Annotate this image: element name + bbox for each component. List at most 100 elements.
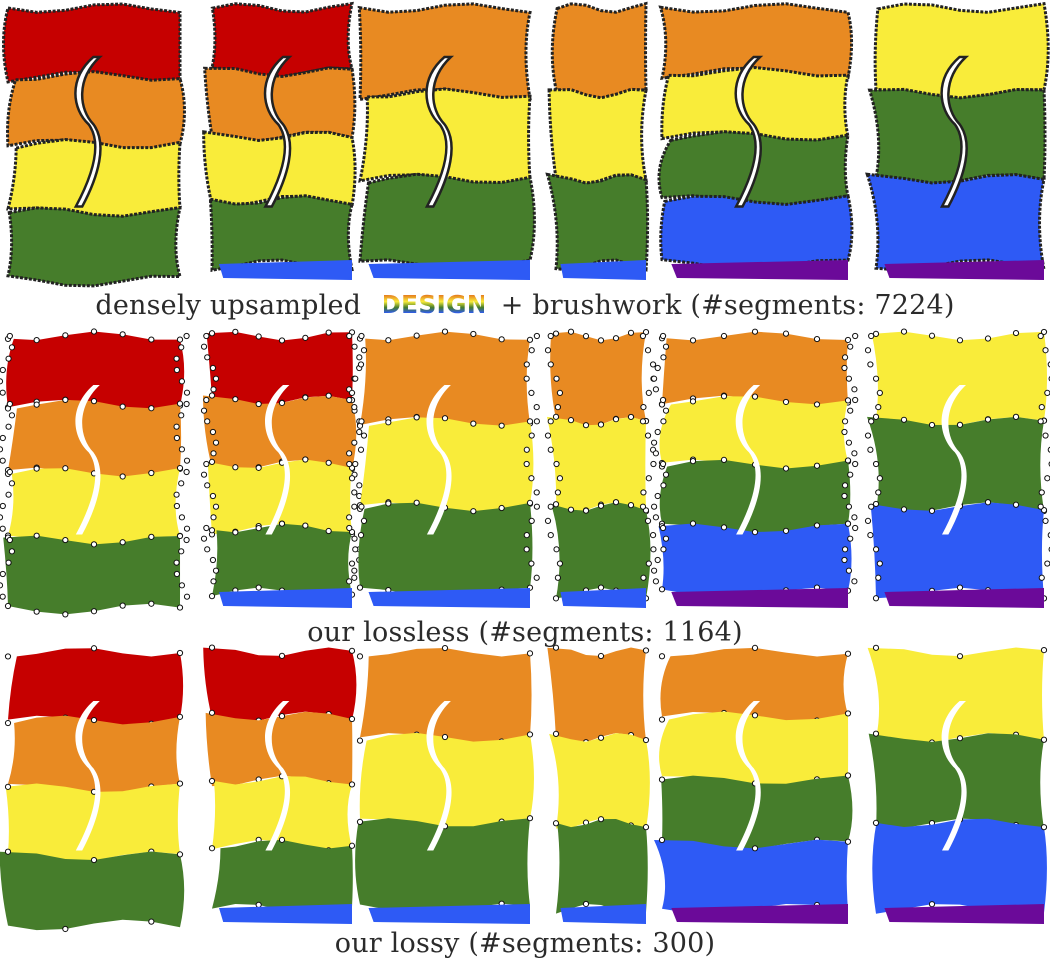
curve-vertex-marker	[662, 343, 670, 350]
curve-vertex-marker	[302, 394, 309, 401]
letter-counter-slit	[939, 55, 970, 208]
row-densely-upsampled	[2, 1, 1050, 288]
curve-vertex-marker	[928, 421, 936, 429]
curve-vertex-marker	[553, 460, 560, 468]
curve-vertex-marker	[876, 475, 883, 482]
curve-vertex-marker	[357, 532, 365, 539]
curve-vertex-marker	[612, 335, 620, 342]
curve-vertex-marker	[325, 392, 332, 399]
curve-vertex-marker	[640, 489, 647, 496]
letter-counter-slit	[734, 55, 764, 208]
curve-vertex-marker	[649, 361, 657, 368]
color-band-red	[2, 2, 182, 84]
letter-glyph-6	[865, 1, 1050, 280]
curve-vertex-marker	[356, 737, 364, 744]
curve-vertex-marker	[533, 332, 540, 340]
curve-vertex-marker	[232, 529, 239, 536]
color-band-orange	[360, 648, 532, 744]
curve-vertex-marker	[650, 439, 658, 446]
curve-vertex-marker	[178, 344, 185, 351]
curve-vertex-marker	[928, 332, 936, 339]
curve-vertex-marker	[852, 332, 859, 340]
color-band-blue	[219, 588, 352, 608]
curve-vertex-marker	[872, 595, 880, 602]
curve-vertex-marker	[62, 611, 69, 618]
curve-vertex-marker	[582, 422, 590, 429]
letter-counter-slit	[735, 700, 761, 851]
color-band-orange	[550, 1, 648, 101]
curve-vertex-marker	[255, 525, 262, 532]
color-band-orange	[547, 647, 646, 744]
curve-vertex-marker	[649, 532, 657, 539]
curve-vertex-marker	[523, 361, 530, 368]
curve-vertex-marker	[552, 413, 560, 420]
curve-vertex-marker	[1038, 404, 1045, 411]
curve-vertex-marker	[864, 347, 872, 354]
curve-vertex-marker	[872, 375, 880, 382]
curve-vertex-marker	[528, 389, 535, 396]
curve-vertex-marker	[659, 524, 667, 532]
curve-vertex-marker	[212, 439, 220, 446]
curve-vertex-marker	[178, 412, 185, 419]
curve-vertex-marker	[612, 416, 620, 423]
curve-vertex-marker	[203, 332, 210, 340]
curve-vertex-marker	[351, 535, 358, 542]
curve-vertex-marker	[689, 458, 697, 465]
curve-vertex-marker	[4, 783, 12, 790]
curve-vertex-marker	[547, 503, 554, 510]
curve-vertex-marker	[662, 471, 670, 478]
curve-vertex-marker	[556, 560, 564, 567]
curve-vertex-marker	[556, 475, 564, 482]
curve-vertex-marker	[553, 546, 560, 553]
curve-vertex-marker	[356, 428, 363, 436]
curve-vertex-marker	[441, 328, 449, 335]
curve-vertex-marker	[612, 499, 620, 506]
curve-vertex-marker	[868, 503, 875, 510]
curve-vertex-marker	[526, 499, 534, 506]
curve-vertex-marker	[176, 649, 184, 657]
color-band-green	[545, 172, 650, 272]
color-band-orange	[660, 647, 848, 723]
curve-vertex-marker	[4, 848, 12, 855]
curve-vertex-marker	[173, 502, 181, 510]
curve-vertex-marker	[567, 417, 575, 424]
curve-vertex-marker	[554, 489, 562, 496]
curve-vertex-marker	[533, 418, 540, 425]
color-band-green	[208, 194, 354, 273]
curve-vertex-marker	[470, 508, 477, 515]
curve-vertex-marker	[1040, 647, 1048, 654]
curve-vertex-marker	[751, 644, 759, 651]
curve-vertex-marker	[148, 336, 155, 343]
curve-vertex-marker	[33, 336, 40, 344]
letter-counter-slit	[941, 700, 967, 851]
curve-vertex-marker	[0, 582, 4, 589]
curve-vertex-marker	[526, 336, 534, 343]
curve-vertex-marker	[523, 460, 530, 468]
curve-vertex-marker	[984, 416, 992, 423]
curve-vertex-marker	[547, 418, 554, 425]
curve-vertex-marker	[348, 781, 356, 788]
color-band-red	[8, 648, 184, 727]
curve-vertex-marker	[119, 602, 126, 609]
color-band-green	[0, 851, 185, 931]
curve-vertex-marker	[351, 404, 358, 411]
curve-vertex-marker	[358, 503, 365, 510]
curve-vertex-marker	[662, 535, 670, 542]
letter-glyph-5	[650, 328, 859, 608]
curve-vertex-marker	[6, 332, 13, 340]
curve-vertex-marker	[208, 392, 216, 399]
curve-vertex-marker	[441, 415, 449, 422]
curve-vertex-marker	[119, 331, 126, 338]
curve-vertex-marker	[554, 574, 562, 581]
curve-vertex-marker	[255, 901, 262, 908]
curve-vertex-marker	[203, 396, 210, 404]
curve-vertex-marker	[348, 389, 356, 396]
curve-vertex-marker	[210, 514, 217, 521]
curve-vertex-marker	[176, 780, 184, 787]
letter-glyph-6	[864, 328, 1050, 608]
curve-vertex-marker	[203, 460, 210, 468]
curve-vertex-marker	[627, 502, 635, 509]
curve-vertex-marker	[212, 375, 220, 382]
curve-vertex-marker	[844, 397, 852, 404]
curve-vertex-marker	[176, 336, 184, 343]
